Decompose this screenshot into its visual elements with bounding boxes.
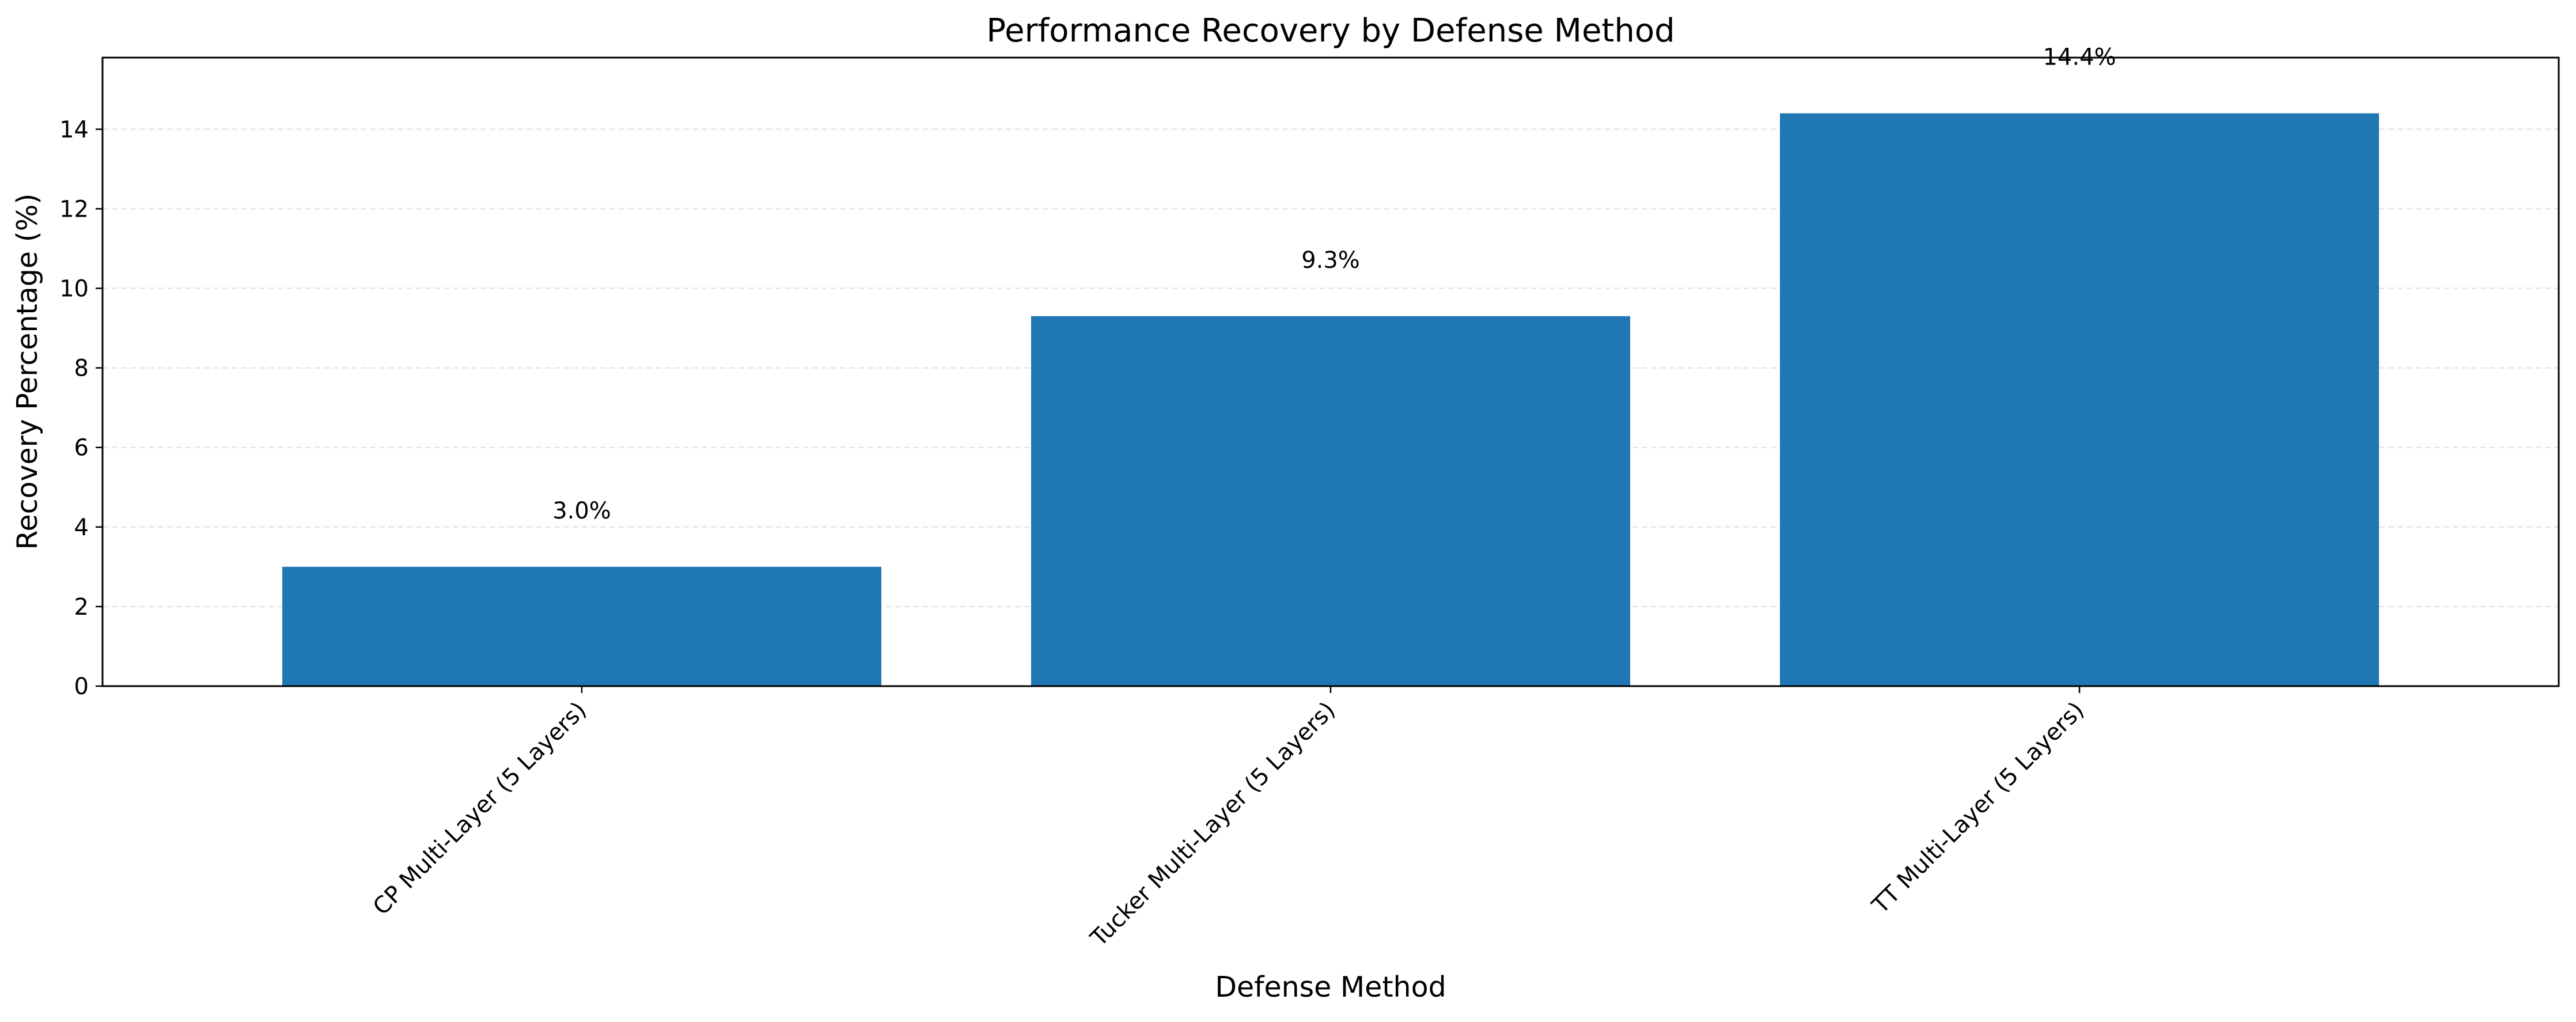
x-tick-label: TT Multi-Layer (5 Layers) [1867,697,2089,919]
y-tick-label: 0 [74,673,89,700]
x-axis-label: Defense Method [1215,971,1446,1004]
y-tick-label: 14 [59,116,89,143]
x-tick-label: Tucker Multi-Layer (5 Layers) [1085,697,1340,952]
y-tick-label: 10 [59,275,89,302]
y-axis-label: Recovery Percentage (%) [11,194,44,550]
bars-layer [282,113,2379,686]
chart-title: Performance Recovery by Defense Method [986,12,1675,50]
bar [1031,316,1630,686]
ticks-layer [96,128,2081,693]
y-tick-label: 8 [74,355,89,382]
bar-value-label: 3.0% [552,498,611,524]
y-tick-label: 4 [74,514,89,541]
bar [1780,113,2379,686]
y-tick-label: 6 [74,435,89,461]
y-tick-label: 12 [59,196,89,222]
bar-value-label: 9.3% [1301,247,1360,274]
y-tick-label: 2 [74,594,89,620]
bar-value-label: 14.4% [2043,44,2116,71]
bar [282,566,881,686]
x-tick-label: CP Multi-Layer (5 Layers) [368,697,592,921]
